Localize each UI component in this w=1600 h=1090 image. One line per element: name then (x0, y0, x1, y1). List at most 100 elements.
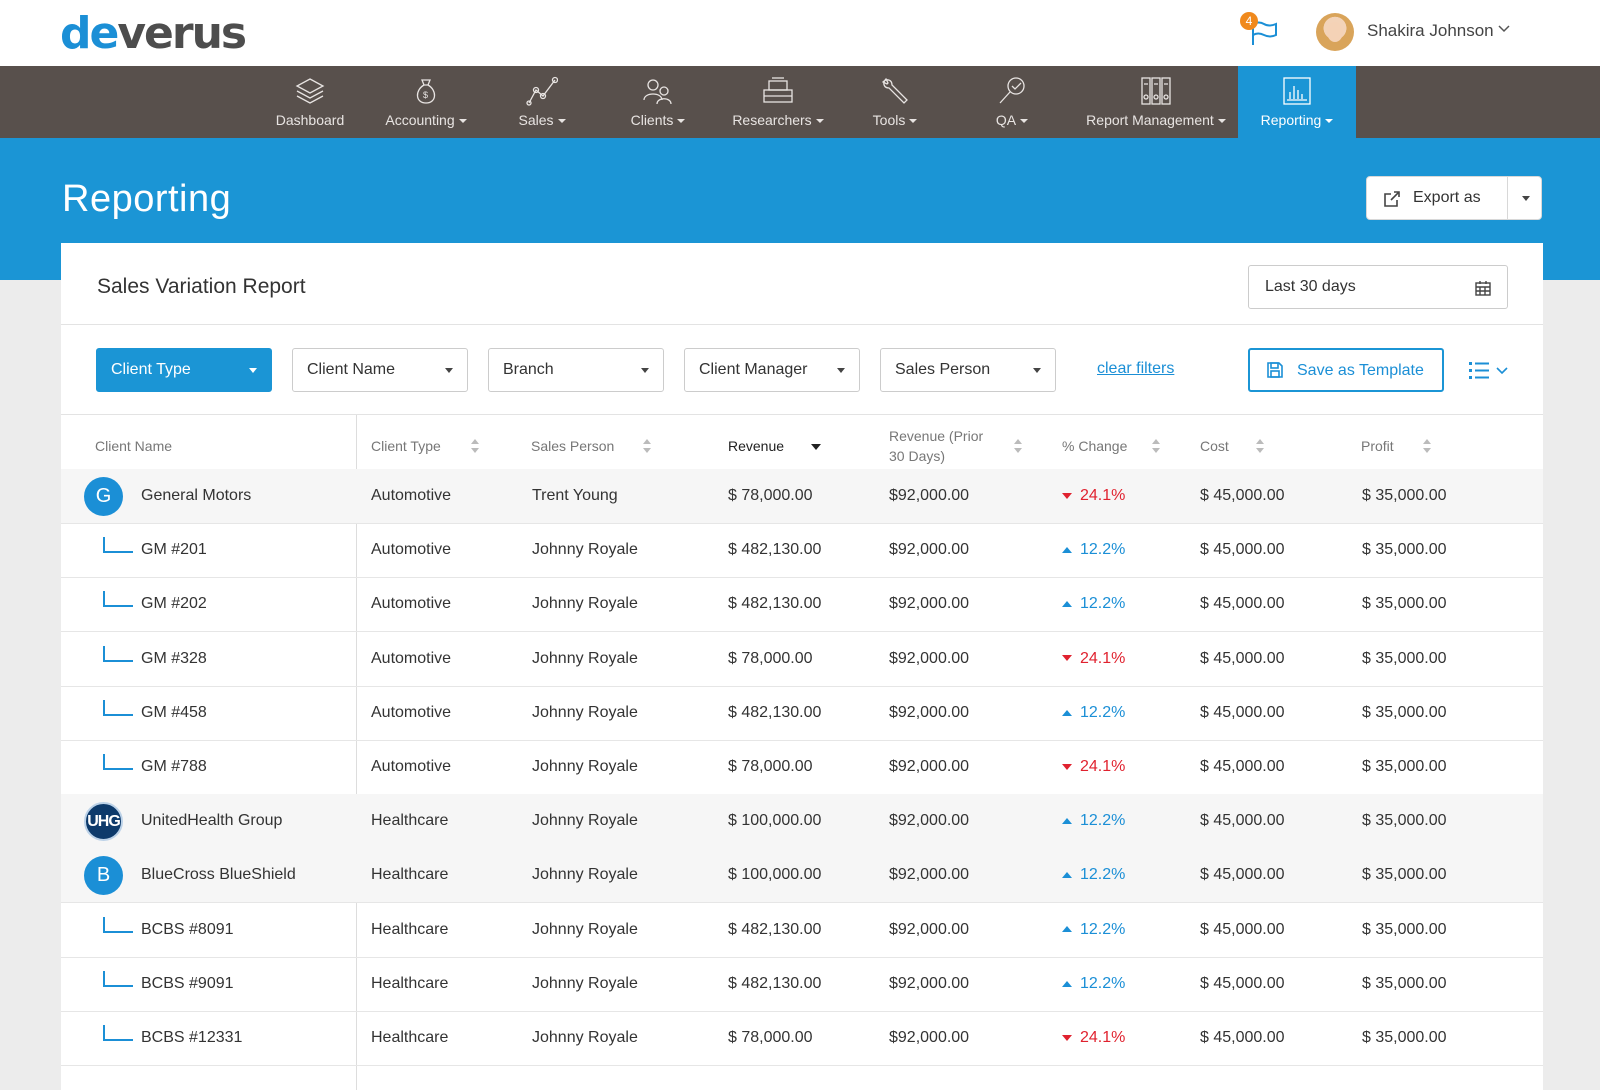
logo-part-verus: verus (117, 8, 247, 59)
filter-sales-person[interactable]: Sales Person (880, 348, 1056, 392)
cell-client-name[interactable]: GM #458 (141, 703, 207, 721)
table-row[interactable]: GM #788 Automotive Johnny Royale $ 78,000.0… (61, 740, 1543, 795)
sort-icon[interactable] (471, 439, 479, 453)
cell-client-name[interactable]: GM #328 (141, 649, 207, 667)
sort-desc-icon[interactable] (811, 444, 821, 450)
col-header-profit[interactable]: Profit (1361, 438, 1394, 454)
cell-cost: $ 45,000.00 (1200, 920, 1285, 938)
cell-client-name[interactable]: GM #202 (141, 595, 207, 613)
sort-icon[interactable] (1423, 439, 1431, 453)
cell-client-name[interactable]: General Motors (141, 487, 252, 504)
pct-change-value: 12.2% (1080, 974, 1126, 992)
chevron-down-icon[interactable] (1498, 25, 1510, 33)
filter-client-manager[interactable]: Client Manager (684, 348, 860, 392)
cell-pct-change: 24.1% (1062, 1029, 1125, 1047)
cell-cost: $ 45,000.00 (1200, 866, 1285, 884)
nav-label: Researchers (732, 112, 812, 128)
col-header-revenue-prior[interactable]: Revenue (Prior 30 Days) (889, 426, 983, 466)
table-row[interactable]: GM #202 Automotive Johnny Royale $ 482,130.… (61, 577, 1543, 633)
cell-revenue-prior: $92,000.00 (889, 703, 970, 721)
nav-clients[interactable]: Clients (600, 66, 716, 138)
col-header-pct-change[interactable]: % Change (1062, 438, 1128, 454)
col-header-cost[interactable]: Cost (1200, 438, 1229, 454)
cell-client-name[interactable]: BCBS #9091 (141, 974, 234, 992)
table-row[interactable]: BCBS #12331 Healthcare Johnny Royale $ 78,0… (61, 1011, 1543, 1066)
nav-sales[interactable]: Sales (484, 66, 600, 138)
clear-filters-link[interactable]: clear filters (1097, 360, 1175, 377)
nav-label: Clients (630, 112, 674, 128)
cell-revenue: $ 482,130.00 (728, 920, 822, 938)
table-row[interactable]: GM #201 Automotive Johnny Royale $ 482,130.… (61, 523, 1543, 579)
table-row[interactable]: UHG UnitedHealth Group Healthcare Johnny Ro… (61, 794, 1543, 850)
col-header-sales-person[interactable]: Sales Person (531, 438, 615, 454)
table-row[interactable]: BCBS #9091 Healthcare Johnny Royale $ 482,1… (61, 957, 1543, 1012)
cell-profit: $ 35,000.00 (1362, 974, 1447, 992)
cell-revenue-prior: $92,000.00 (889, 758, 970, 775)
cell-client-name[interactable]: UnitedHealth Group (141, 812, 283, 830)
notifications-button[interactable]: 4 (1240, 12, 1280, 48)
caret-down-icon (641, 368, 649, 373)
col-header-client-name[interactable]: Client Name (95, 438, 173, 454)
cell-client-name[interactable]: BCBS #12331 (141, 1029, 243, 1046)
date-range-picker[interactable]: Last 30 days (1248, 265, 1508, 309)
nav-qa[interactable]: QA (950, 66, 1074, 138)
save-as-template-button[interactable]: Save as Template (1248, 348, 1444, 392)
sort-icon[interactable] (1014, 439, 1022, 453)
cell-pct-change: 12.2% (1062, 541, 1125, 559)
table-row[interactable]: GM #458 Automotive Johnny Royale $ 482,130.… (61, 686, 1543, 741)
nav-tools[interactable]: Tools (840, 66, 950, 138)
cell-client-name[interactable]: BCBS #8091 (141, 920, 234, 938)
caret-down-icon (1522, 196, 1530, 201)
avatar[interactable] (1316, 13, 1354, 51)
table-row[interactable]: BCBS #8091 Healthcare Johnny Royale $ 482,1… (61, 903, 1543, 958)
cell-cost: $ 45,000.00 (1200, 703, 1285, 721)
notification-count-badge: 4 (1240, 12, 1258, 30)
cell-client-name[interactable]: GM #788 (141, 758, 207, 775)
cell-revenue: $ 78,000.00 (728, 649, 813, 667)
binders-icon (1141, 77, 1171, 105)
filter-client-type[interactable]: Client Type (96, 348, 272, 392)
table-row[interactable]: B BlueCross BlueShield Healthcare Johnny Ro… (61, 848, 1543, 904)
bar-chart-icon (1283, 77, 1311, 105)
sort-icon[interactable] (643, 439, 651, 453)
triangle-up-icon (1062, 817, 1072, 824)
tree-connector (103, 916, 133, 933)
filter-branch[interactable]: Branch (488, 348, 664, 392)
cell-client-type: Automotive (371, 649, 452, 667)
sort-icon[interactable] (1256, 439, 1264, 453)
export-dropdown-toggle[interactable] (1507, 177, 1542, 219)
cell-profit: $ 35,000.00 (1362, 758, 1447, 775)
cell-client-type: Automotive (371, 487, 452, 504)
col-header-client-type[interactable]: Client Type (371, 438, 441, 454)
cell-sales-person: Johnny Royale (532, 974, 638, 992)
table-row[interactable]: G General Motors Automotive Trent Young $ 78… (61, 469, 1543, 524)
cell-client-name[interactable]: BlueCross BlueShield (141, 866, 296, 884)
nav-researchers[interactable]: Researchers (716, 66, 840, 138)
cell-client-name[interactable]: GM #201 (141, 541, 207, 559)
tree-connector (103, 537, 133, 554)
nav-report-management[interactable]: Report Management (1074, 66, 1238, 138)
sort-icon[interactable] (1152, 439, 1160, 453)
filter-client-name[interactable]: Client Name (292, 348, 468, 392)
nav-accounting[interactable]: $ Accounting (368, 66, 484, 138)
user-name[interactable]: Shakira Johnson (1367, 21, 1494, 40)
pct-change-value: 12.2% (1080, 541, 1126, 559)
logo[interactable]: deverus (60, 6, 247, 62)
table-row[interactable]: GM #328 Automotive Johnny Royale $ 78,000.0… (61, 632, 1543, 687)
client-avatar: UHG (84, 802, 123, 842)
cell-sales-person: Johnny Royale (532, 1029, 638, 1046)
caret-down-icon (1325, 119, 1334, 124)
export-button[interactable]: Export as (1367, 177, 1507, 219)
col-header-revenue[interactable]: Revenue (728, 438, 785, 454)
sales-chart-icon (526, 76, 558, 106)
cell-revenue: $ 100,000.00 (728, 866, 822, 884)
export-button-group: Export as (1366, 176, 1542, 220)
header-line: Revenue (Prior (889, 428, 984, 444)
cell-revenue: $ 100,000.00 (728, 812, 822, 830)
triangle-up-icon (1062, 546, 1072, 553)
list-view-icon[interactable] (1467, 359, 1511, 383)
cell-revenue-prior: $92,000.00 (889, 812, 970, 830)
nav-reporting[interactable]: Reporting (1238, 66, 1356, 138)
nav-dashboard[interactable]: Dashboard (252, 66, 368, 138)
caret-down-icon (909, 119, 918, 124)
